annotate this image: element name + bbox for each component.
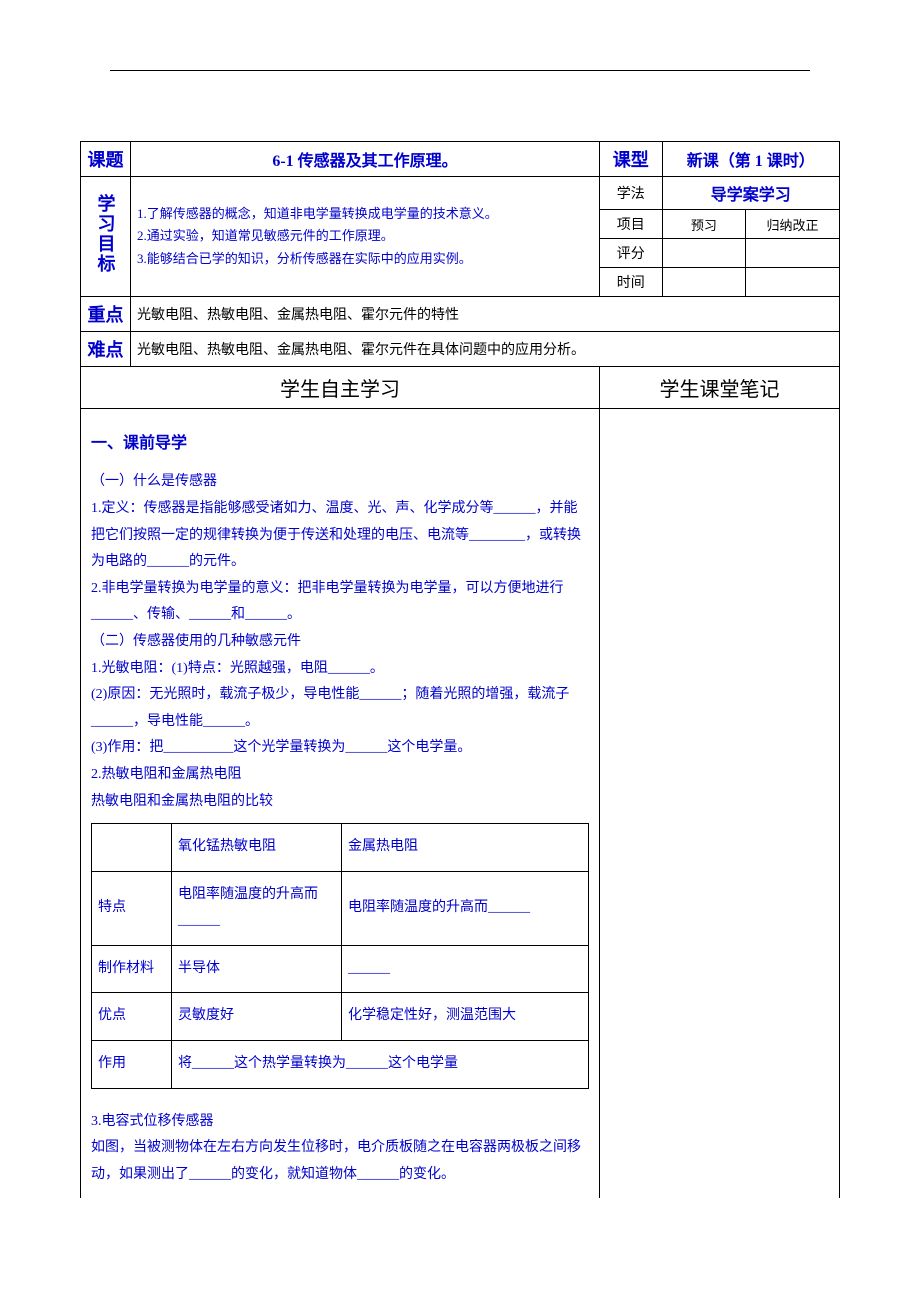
- empty-header: [92, 824, 172, 872]
- score-preview: [662, 239, 745, 268]
- row2-c2: ______: [342, 945, 589, 993]
- time-preview: [662, 268, 745, 297]
- light-2: (2)原因：无光照时，载流子极少，导电性能______；随着光照的增强，载流子_…: [91, 682, 589, 735]
- row4-label: 作用: [92, 1041, 172, 1089]
- comparison-table: 氧化锰热敏电阻 金属热电阻 特点 电阻率随温度的升高而______ 电阻率随温度…: [91, 823, 589, 1089]
- heat-compare: 热敏电阻和金属热电阻的比较: [91, 789, 589, 816]
- heat-title: 2.热敏电阻和金属热电阻: [91, 762, 589, 789]
- col2-header: 金属热电阻: [342, 824, 589, 872]
- cap-text: 如图，当被测物体在左右方向发生位移时，电介质板随之在电容器两极板之间移动，如果测…: [91, 1135, 589, 1188]
- sub1-title: （一）什么是传感器: [91, 469, 589, 496]
- meaning-text: 2.非电学量转换为电学量的意义：把非电学量转换为电学量，可以方便地进行_____…: [91, 576, 589, 629]
- row1-label: 特点: [92, 871, 172, 945]
- row3-c2: 化学稳定性好，测温范围大: [342, 993, 589, 1041]
- type-label: 课型: [600, 142, 663, 177]
- light-3: (3)作用：把__________这个光学量转换为______这个电学量。: [91, 735, 589, 762]
- row3-c1: 灵敏度好: [172, 993, 342, 1041]
- row3-label: 优点: [92, 993, 172, 1041]
- notes-area: [600, 409, 840, 1199]
- self-study-header: 学生自主学习: [81, 367, 600, 409]
- content-area: 一、课前导学 （一）什么是传感器 1.定义：传感器是指能够感受诸如力、温度、光、…: [81, 409, 600, 1199]
- time-label: 时间: [600, 268, 663, 297]
- light-1: 1.光敏电阻：(1)特点：光照越强，电阻______。: [91, 656, 589, 683]
- goal-text: 1.了解传感器的概念，知道非电学量转换成电学量的技术意义。 2.通过实验，知道常…: [131, 177, 600, 297]
- lesson-plan-table: 课题 6-1 传感器及其工作原理。 课型 新课（第 1 课时） 学习目标 1.了…: [80, 141, 840, 1198]
- topic-value: 6-1 传感器及其工作原理。: [131, 142, 600, 177]
- notes-header: 学生课堂笔记: [600, 367, 840, 409]
- sub2-title: （二）传感器使用的几种敏感元件: [91, 629, 589, 656]
- cap-title: 3.电容式位移传感器: [91, 1109, 589, 1136]
- project-label: 项目: [600, 210, 663, 239]
- row2-c1: 半导体: [172, 945, 342, 993]
- def-text: 1.定义：传感器是指能够感受诸如力、温度、光、声、化学成分等______，并能把…: [91, 496, 589, 576]
- row1-c2: 电阻率随温度的升高而______: [342, 871, 589, 945]
- top-divider: [110, 70, 810, 71]
- score-revise: [746, 239, 840, 268]
- topic-label: 课题: [81, 142, 131, 177]
- key-value: 光敏电阻、热敏电阻、金属热电阻、霍尔元件的特性: [131, 297, 840, 332]
- score-label: 评分: [600, 239, 663, 268]
- diff-label: 难点: [81, 332, 131, 367]
- col1-header: 氧化锰热敏电阻: [172, 824, 342, 872]
- row2-label: 制作材料: [92, 945, 172, 993]
- method-label: 学法: [600, 177, 663, 210]
- goal-label: 学习目标: [81, 177, 131, 297]
- diff-value: 光敏电阻、热敏电阻、金属热电阻、霍尔元件在具体问题中的应用分析。: [131, 332, 840, 367]
- method-value: 导学案学习: [662, 177, 839, 210]
- preview-label: 预习: [662, 210, 745, 239]
- revise-label: 归纳改正: [746, 210, 840, 239]
- row4-merged: 将______这个热学量转换为______这个电学量: [172, 1041, 589, 1089]
- key-label: 重点: [81, 297, 131, 332]
- type-value: 新课（第 1 课时）: [662, 142, 839, 177]
- time-revise: [746, 268, 840, 297]
- row1-c1: 电阻率随温度的升高而______: [172, 871, 342, 945]
- section1-title: 一、课前导学: [91, 429, 589, 459]
